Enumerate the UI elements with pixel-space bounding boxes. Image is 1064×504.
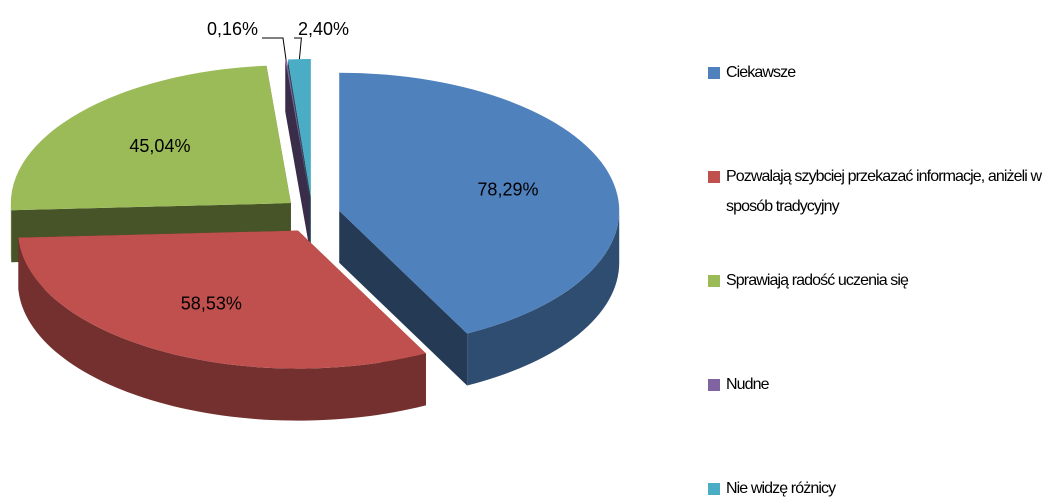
legend-label: Pozwalają szybciej przekazać informacje,… [726,162,1058,222]
data-label: 0,16% [207,19,258,39]
legend-item: Nie widzę różnicy [708,474,1058,504]
chart: 78,29% 58,53% 45,04% 0,16% 2,40% [0,0,700,502]
legend-swatch [708,379,720,391]
legend-swatch [708,483,720,495]
legend-item: Ciekawsze [708,58,1058,88]
legend-item: Sprawiają radość uczenia się [708,266,1058,296]
data-label: 45,04% [129,136,190,156]
legend-label: Nudne [726,370,1058,400]
legend-swatch [708,171,720,183]
data-label: 78,29% [477,179,538,199]
legend-item: Nudne [708,370,1058,400]
leader-line [294,38,301,59]
leader-line [262,38,286,60]
data-label: 2,40% [298,19,349,39]
legend-item: Pozwalają szybciej przekazać informacje,… [708,162,1058,222]
legend-label: Sprawiają radość uczenia się [726,266,1058,296]
legend-label: Ciekawsze [726,58,1058,88]
legend: Ciekawsze Pozwalają szybciej przekazać in… [708,0,1064,502]
data-label: 58,53% [181,293,242,313]
legend-swatch [708,275,720,287]
legend-swatch [708,67,720,79]
legend-label: Nie widzę różnicy [726,474,1058,504]
